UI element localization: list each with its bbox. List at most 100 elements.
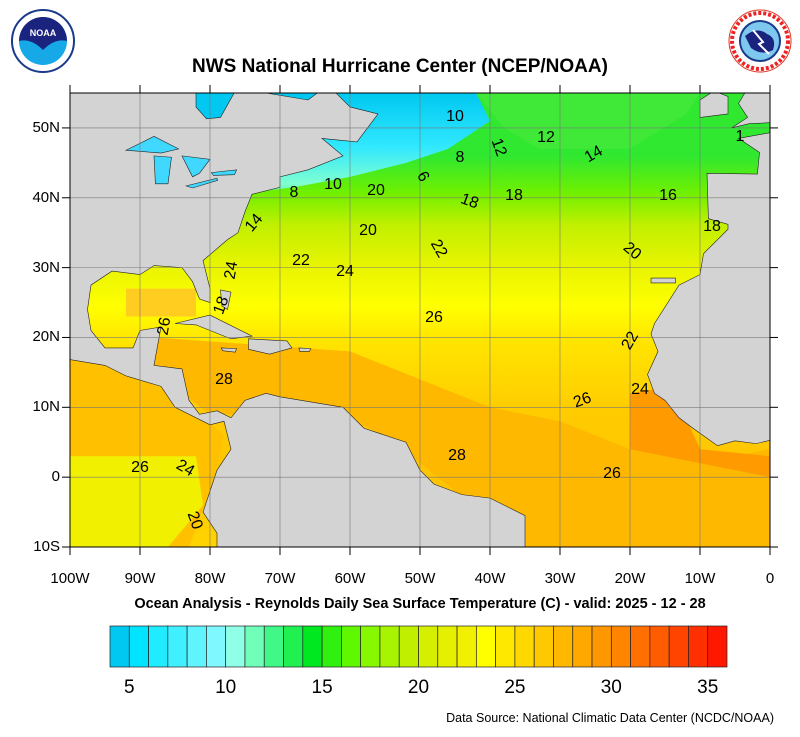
contour-label: 14 bbox=[582, 142, 606, 166]
contour-label: 8 bbox=[456, 149, 465, 166]
contour-label: 24 bbox=[336, 263, 354, 280]
colorbar-swatch bbox=[456, 625, 477, 668]
colorbar-swatch bbox=[244, 625, 265, 668]
colorbar-swatch bbox=[495, 625, 516, 668]
contour-label: 22 bbox=[427, 237, 451, 261]
contour-label: 18 bbox=[505, 187, 523, 204]
james-bay bbox=[195, 93, 235, 120]
colorbar-label: 35 bbox=[697, 677, 719, 698]
colorbar-swatch bbox=[225, 625, 246, 668]
colorbar-label: 25 bbox=[504, 677, 526, 698]
colorbar-swatch bbox=[109, 625, 130, 668]
lake-superior bbox=[124, 135, 180, 154]
map-title: NWS National Hurricane Center (NCEP/NOAA… bbox=[192, 56, 608, 77]
guinea-warm-region bbox=[630, 386, 770, 478]
land-bahamas bbox=[220, 289, 232, 311]
contour-label: 18 bbox=[210, 294, 232, 317]
colorbar-label: 15 bbox=[311, 677, 333, 698]
x-tick-label: 50W bbox=[404, 570, 436, 587]
noaa-logo-text: NOAA bbox=[30, 28, 57, 38]
colorbar-label: 30 bbox=[600, 677, 622, 698]
contour-label: 16 bbox=[659, 187, 677, 204]
colorbar-swatch bbox=[572, 625, 593, 668]
colorbar-swatch bbox=[610, 625, 631, 668]
contour-label: 26 bbox=[131, 459, 149, 476]
x-tick-label: 90W bbox=[124, 570, 156, 587]
colorbar-swatch bbox=[148, 625, 169, 668]
contour-label: 28 bbox=[448, 447, 466, 464]
y-tick-label: 10S bbox=[33, 538, 60, 555]
contour-label: 1 bbox=[736, 128, 745, 145]
x-tick-label: 40W bbox=[474, 570, 506, 587]
colorbar-swatch bbox=[591, 625, 612, 668]
contour-label: 24 bbox=[173, 456, 197, 480]
contour-label: 26 bbox=[603, 465, 621, 482]
lake-huron bbox=[181, 155, 211, 178]
contour-label: 18 bbox=[703, 218, 721, 235]
colorbar-swatch bbox=[533, 625, 554, 668]
colorbar-swatch bbox=[341, 625, 362, 668]
land-americas bbox=[70, 93, 526, 547]
contour-label: 20 bbox=[184, 509, 206, 532]
contour-label: 8 bbox=[290, 184, 299, 201]
x-tick-label: 80W bbox=[194, 570, 226, 587]
x-tick-label: 100W bbox=[50, 570, 90, 587]
y-tick-label: 40N bbox=[32, 188, 60, 206]
x-tick-label: 70W bbox=[264, 570, 296, 587]
x-tick-label: 0 bbox=[765, 570, 775, 587]
colorbar bbox=[109, 625, 728, 668]
x-tick-label: 60W bbox=[334, 570, 366, 587]
contour-label: 18 bbox=[458, 190, 481, 212]
data-source: Data Source: National Climatic Data Cent… bbox=[446, 711, 774, 725]
contour-label: 26 bbox=[571, 389, 594, 411]
contour-label: 24 bbox=[631, 381, 649, 398]
colorbar-swatch bbox=[379, 625, 400, 668]
contour-label: 24 bbox=[222, 260, 242, 281]
colorbar-swatch bbox=[553, 625, 574, 668]
noaa-logo: NOAA bbox=[11, 9, 75, 73]
contour-label: 22 bbox=[618, 329, 642, 353]
x-tick-label: 10W bbox=[684, 570, 716, 587]
map-frame bbox=[69, 92, 771, 548]
colorbar-swatch bbox=[263, 625, 284, 668]
colorbar-swatch bbox=[630, 625, 651, 668]
y-tick-label: 0 bbox=[51, 468, 60, 486]
map-subtitle: Ocean Analysis - Reynolds Daily Sea Surf… bbox=[134, 596, 706, 612]
land-hispaniola bbox=[248, 338, 293, 355]
y-tick-label: 50N bbox=[32, 118, 60, 136]
colorbar-swatch bbox=[668, 625, 689, 668]
colorbar-swatch bbox=[283, 625, 304, 668]
contour-label: 26 bbox=[425, 309, 443, 326]
colorbar-label: 10 bbox=[215, 677, 237, 698]
land-europe-africa bbox=[647, 132, 770, 447]
land-puerto-rico bbox=[298, 347, 312, 352]
contour-label: 10 bbox=[446, 108, 464, 125]
colorbar-swatch bbox=[437, 625, 458, 668]
lake-ontario bbox=[210, 169, 238, 176]
contour-label: 10 bbox=[324, 176, 342, 193]
cool-water-region bbox=[476, 93, 700, 149]
colorbar-label: 20 bbox=[407, 677, 430, 698]
gulf-warm-region bbox=[126, 288, 196, 317]
pacific-cool-region bbox=[70, 456, 203, 547]
colorbar-swatch bbox=[360, 625, 381, 668]
lake-michigan bbox=[153, 155, 172, 185]
y-tick-label: 20N bbox=[32, 328, 60, 346]
contour-label: 12 bbox=[488, 136, 510, 159]
contour-label: 22 bbox=[292, 252, 310, 269]
colorbar-swatch bbox=[321, 625, 342, 668]
y-tick-label: 30N bbox=[32, 258, 60, 276]
contour-label: 26 bbox=[155, 316, 175, 337]
colorbar-swatch bbox=[475, 625, 496, 668]
colorbar-swatch bbox=[128, 625, 149, 668]
colorbar-swatch bbox=[418, 625, 439, 668]
colorbar-swatch bbox=[398, 625, 419, 668]
land-canaries bbox=[650, 277, 676, 284]
land-iceland bbox=[592, 23, 680, 33]
contour-label: 20 bbox=[359, 222, 377, 239]
nws-logo bbox=[728, 9, 792, 73]
contour-label: 20 bbox=[367, 182, 385, 199]
colorbar-swatch bbox=[302, 625, 323, 668]
colorbar-swatch bbox=[167, 625, 188, 668]
